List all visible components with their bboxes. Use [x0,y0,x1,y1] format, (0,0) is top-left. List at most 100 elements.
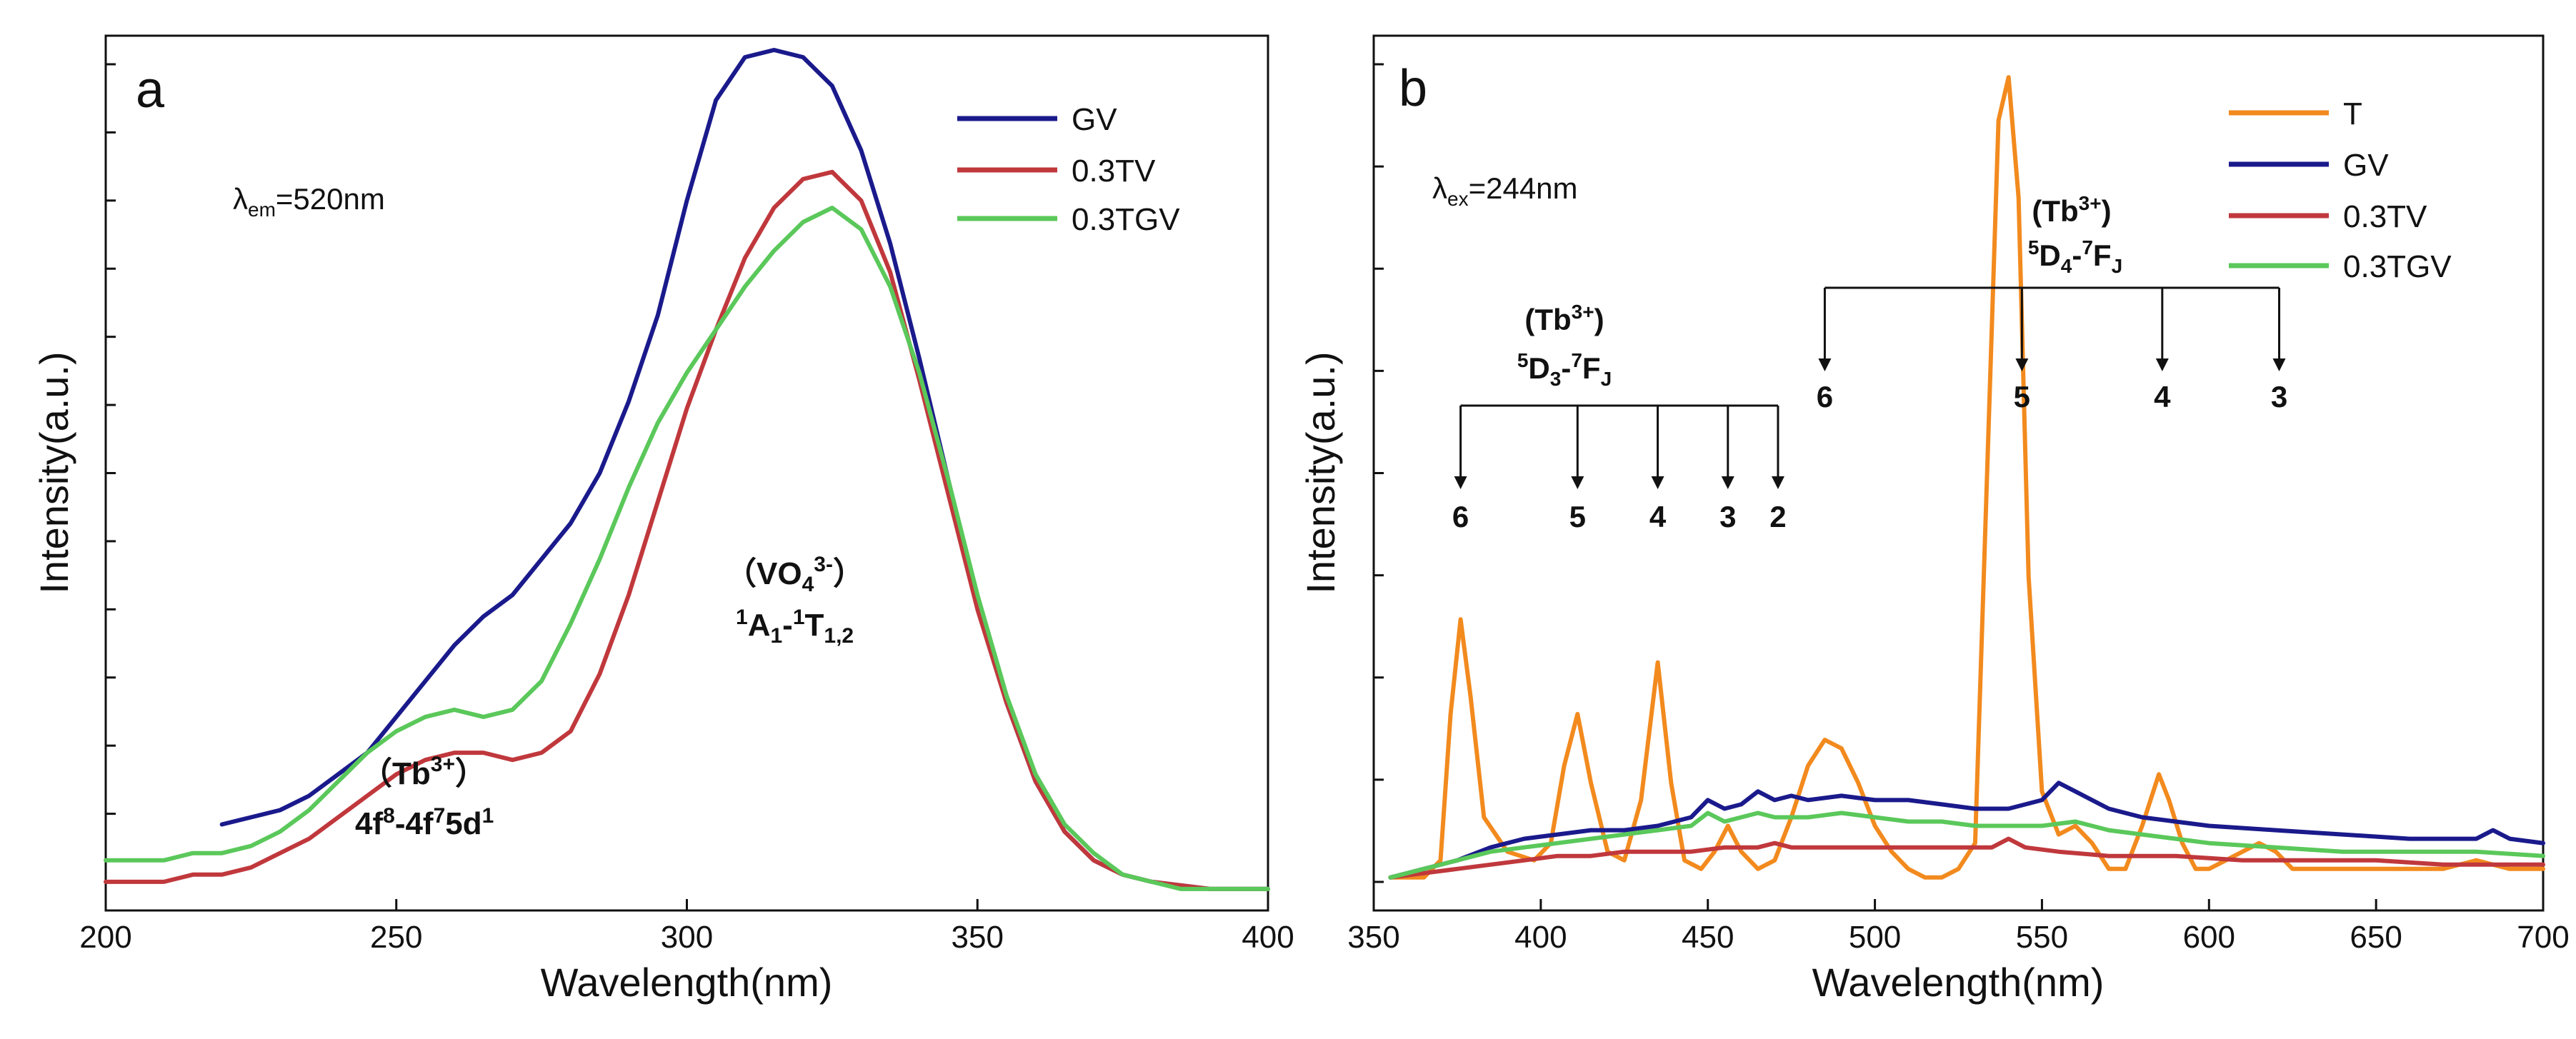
panel-b-series-gv [1388,780,2545,880]
panel-b-d4-t6: J [2112,255,2123,277]
panel-b-legend-label-03tgv: 0.3TGV [2343,249,2452,284]
panel-b-legend-label-t: T [2343,96,2362,131]
panel-a-vo4-transition: 1A1-1T1,2 [736,606,854,648]
panel-b-d3-t6: J [1601,368,1612,390]
panel-b-d3-group-label: (Tb3+) [1524,301,1604,336]
panel-b-condition-lambda: λ [1432,171,1447,205]
panel-b-d3-arrow-head [1721,476,1734,489]
panel-b-d4-arrow-head [2155,358,2169,371]
panel-b-x-tick-label: 400 [1514,920,1567,955]
panel-a-tb-transition: 4f8-4f75d1 [355,804,494,841]
panel-b-x-ticks: 350 400 450 500 550 600 650 700 [1347,899,2570,955]
panel-b-d3-arrow-head [1651,476,1664,489]
panel-b-x-tick-label: 600 [2183,920,2235,955]
panel-a-tb-t3: 7 [434,804,446,828]
panel-b-condition-sub: ex [1447,188,1469,210]
panel-a-condition: λem=520nm [233,182,385,221]
panel-b-legend-label-03tv: 0.3TV [2343,199,2427,234]
panel-a-legend-label-03tv: 0.3TV [1072,154,1156,189]
panel-b-x-tick-label: 350 [1347,920,1399,955]
panel-b-series-03tv [1388,836,2545,880]
panel-a-vo4-t2: 1 [770,624,782,648]
panel-a-vo4-t0: 1 [736,606,748,629]
panel-a-vo4-t6: 1,2 [824,624,854,648]
panel-b-letter: b [1399,60,1427,117]
panel-a-vo4-t5: T [805,608,824,643]
panel-b-d4-t0: 5 [2028,236,2040,259]
panel-a-vo4-t4: 1 [793,606,805,629]
panel-b-d4-arrow-head [1818,358,1832,371]
panel-a-vo4-sub: 4 [802,573,814,596]
panel-b-d3-open: (Tb [1524,303,1571,336]
panel-b-x-axis-label: Wavelength(nm) [1812,960,2105,1005]
panel-b-d4-close: ) [2102,194,2112,228]
panel-a-series-03tv [104,169,1270,891]
panel-a-tb-open: （Tb [361,756,431,791]
panel-b-x-tick-label: 550 [2016,920,2068,955]
panel-a-tb-close: ） [455,756,486,791]
panel-b-d4-group-label: (Tb3+) [2032,192,2111,228]
panel-b-series [1388,75,2545,880]
panel-b-d3-sup: 3+ [1572,301,1594,323]
panel-b-d4-peak-label: 3 [2271,380,2287,413]
panel-a-tb-t5: 1 [482,804,494,828]
panel-b-condition-value: =244nm [1469,171,1578,205]
panel-b-x-tick-label: 500 [1849,920,1901,955]
panel-b-d4-transition: 5D4-7FJ [2028,236,2122,277]
panel-b-d3-t1: D [1528,351,1549,385]
panel-a-condition-value: =520nm [276,182,385,216]
panel-a-legend: GV 0.3TV 0.3TGV [957,102,1180,237]
panel-b-d4-t4: 7 [2082,236,2093,259]
panel-b-x-tick-label: 450 [1682,920,1734,955]
panel-a-tb-sup: 3+ [431,753,455,776]
panel-b-series-03tgv [1388,810,2545,880]
panel-a-letter: a [136,61,165,119]
panel-a-x-ticks: 200 250 300 350 400 [79,899,1294,955]
panel-b-d4-peak-label: 5 [2014,380,2030,413]
panel-a-vo4-t3: - [782,608,793,643]
panel-a-x-tick-label: 250 [370,920,422,955]
panel-b-d4-t2: 4 [2061,255,2072,277]
panel-b-d3-arrow-head [1571,476,1584,489]
panel-a-y-axis-label: Intensity(a.u.) [31,351,76,593]
panel-a-legend-label-gv: GV [1072,102,1117,137]
panel-b-d3-peak-label: 2 [1769,500,1786,533]
panel-a-condition-sub: em [248,199,276,221]
panel-a-vo4-t1: A [748,608,771,643]
panel-a-series-03tgv [104,206,1270,891]
panel-b-d3-t3: - [1561,351,1571,385]
panel-b-legend: T GV 0.3TV 0.3TGV [2229,96,2452,284]
panel-a-x-tick-label: 400 [1242,920,1294,955]
panel-b-d3-arrow-head [1454,476,1467,489]
panel-a-tb-label: （Tb3+） [361,753,486,791]
panel-a-vo4-label: （VO43-） [725,553,864,596]
panel-a-vo4-sup: 3- [814,553,833,576]
panel-b-x-tick-label: 650 [2350,920,2402,955]
panel-b-d4-t3: - [2072,239,2082,272]
panel-b-d3-peak-label: 6 [1452,500,1469,533]
panel-b-y-ticks [1374,63,1384,883]
panel-b-legend-label-gv: GV [2343,148,2389,183]
panel-a-vo4-open: （VO [725,556,802,591]
panel-b: 350 400 450 500 550 600 650 700 6 5 4 3 26 5 4 3 b Wav… [1298,34,2570,1005]
panel-a-x-tick-label: 200 [79,920,131,955]
panel-a-vo4-close: ） [833,556,864,591]
panel-b-d3-transition: 5D3-7FJ [1517,349,1612,390]
panel-a-tb-t2: -4f [395,806,434,841]
panel-b-series-t [1388,75,2545,880]
panel-a-x-tick-label: 350 [952,920,1004,955]
panel-a-tb-t1: 8 [383,804,395,828]
panel-a-tb-t0: 4f [355,806,383,841]
panel-a-legend-label-03tgv: 0.3TGV [1072,202,1180,237]
panel-b-d4-peak-label: 4 [2154,380,2171,413]
panel-b-d4-sup: 3+ [2079,192,2102,214]
panel-a-series [104,48,1270,891]
panel-a-x-tick-label: 300 [661,920,713,955]
panel-b-d4-arrow-head [2272,358,2286,371]
panel-b-d3-peak-label: 4 [1649,500,1667,533]
panel-b-d3-peak-label: 3 [1719,500,1736,533]
panel-b-d3-t5: F [1582,351,1601,385]
panel-a-x-axis-label: Wavelength(nm) [541,960,833,1005]
panel-b-d3-peak-label: 5 [1569,500,1586,533]
